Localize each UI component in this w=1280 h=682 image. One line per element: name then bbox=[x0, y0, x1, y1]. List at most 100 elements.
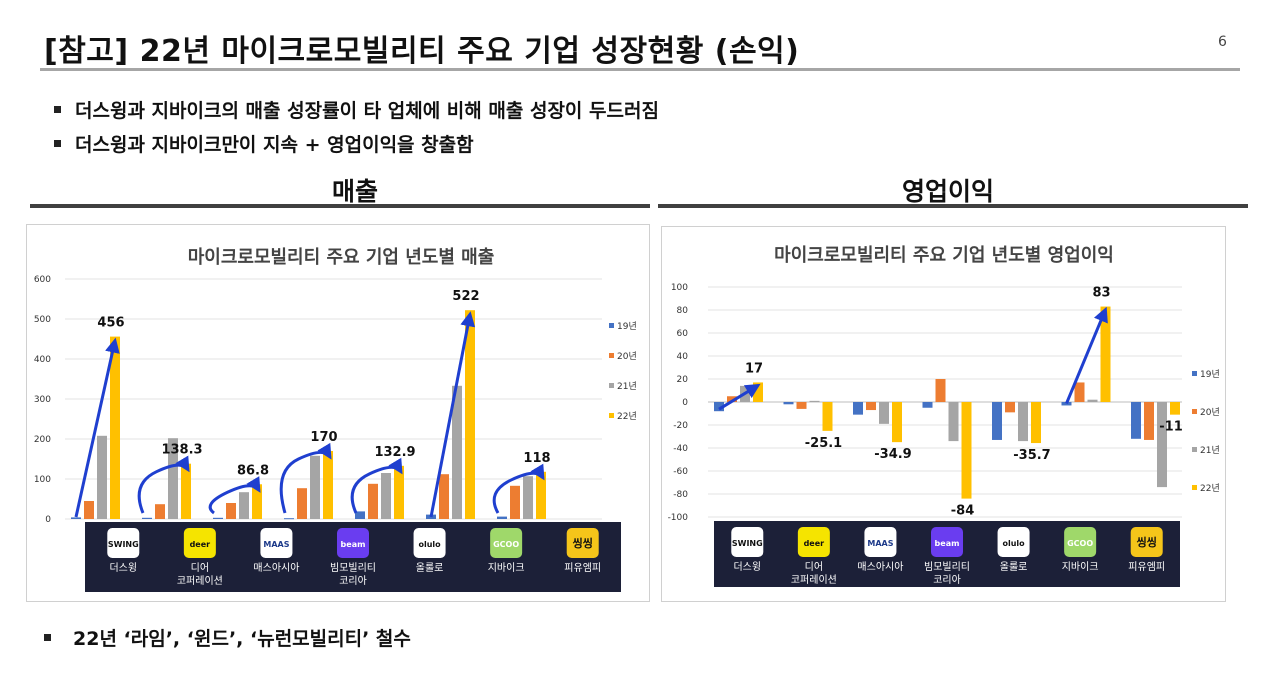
company-logo-group: GCOO 지바이크 bbox=[488, 528, 525, 574]
legend-swatch bbox=[1192, 409, 1197, 414]
legend-swatch bbox=[609, 353, 614, 358]
company-logo-group: SWING 더스윙 bbox=[731, 527, 764, 573]
company-logo-text: deer bbox=[804, 539, 825, 548]
bar-19년 bbox=[284, 518, 294, 520]
bar-20년 bbox=[727, 396, 737, 402]
legend-swatch bbox=[1192, 447, 1197, 452]
bar-21년 bbox=[1087, 399, 1098, 402]
company-logo-group: MAAS 매스아시아 bbox=[253, 528, 299, 574]
company-logo-text: MAAS bbox=[867, 539, 893, 548]
company-name: 더스윙 bbox=[733, 561, 761, 573]
y-tick-label: 100 bbox=[34, 475, 51, 485]
company-logo-icon bbox=[337, 528, 369, 558]
data-label: 132.9 bbox=[374, 445, 415, 460]
data-label: 456 bbox=[97, 316, 124, 331]
legend-label: 22년 bbox=[617, 411, 637, 422]
company-logo-group: olulo 올룰로 bbox=[997, 527, 1030, 573]
bar-20년 bbox=[1144, 402, 1154, 440]
bar-21년 bbox=[452, 385, 462, 519]
bar-22년 bbox=[822, 402, 833, 431]
data-label: -84 bbox=[951, 504, 975, 519]
company-logo-icon bbox=[566, 528, 599, 558]
y-tick-label: -80 bbox=[673, 490, 688, 500]
footer-bullet: 22년 ‘라임’, ‘윈드’, ‘뉴런모빌리티’ 철수 bbox=[44, 624, 411, 651]
data-label: -35.7 bbox=[1013, 448, 1050, 463]
company-logo-text: SWING bbox=[108, 540, 139, 549]
data-label: 522 bbox=[452, 289, 479, 304]
revenue-chart-panel: 마이크로모빌리티 주요 기업 년도별 매출 0 100 200 300 400 500 600… bbox=[26, 224, 650, 602]
legend-label: 19년 bbox=[617, 321, 637, 332]
company-name: 매스아시아 bbox=[253, 562, 299, 574]
bar-22년 bbox=[323, 451, 333, 519]
data-label: 86.8 bbox=[237, 463, 269, 478]
y-tick-label: 400 bbox=[34, 355, 51, 365]
bar-21년 bbox=[168, 438, 178, 519]
legend-label: 22년 bbox=[1200, 483, 1220, 494]
growth-arrow bbox=[279, 442, 332, 514]
bar-21년 bbox=[239, 492, 249, 519]
growth-arrow bbox=[74, 337, 120, 518]
company-logo-icon bbox=[490, 528, 523, 558]
bar-21년 bbox=[1157, 402, 1167, 488]
company-name: 지바이크 bbox=[1062, 561, 1099, 573]
bar-20년 bbox=[796, 402, 807, 409]
company-logo-group: olulo 올룰로 bbox=[413, 528, 446, 574]
legend-label: 21년 bbox=[1200, 445, 1220, 456]
legend-label: 20년 bbox=[617, 351, 637, 362]
company-logo-text: 씽씽 bbox=[573, 536, 593, 550]
bar-22년 bbox=[536, 471, 546, 519]
company-name: 지바이크 bbox=[488, 562, 525, 574]
bar-21년 bbox=[97, 435, 107, 519]
bar-19년 bbox=[922, 402, 933, 408]
company-name: 디어 bbox=[805, 561, 823, 573]
section-divider-right bbox=[658, 204, 1248, 208]
company-name: 코리아 bbox=[339, 575, 367, 587]
bar-22년 bbox=[961, 402, 972, 499]
y-tick-label: -100 bbox=[668, 513, 689, 523]
y-tick-label: -60 bbox=[673, 467, 688, 477]
bar-19년 bbox=[355, 511, 365, 519]
bar-21년 bbox=[879, 402, 889, 424]
y-tick-label: 20 bbox=[677, 375, 689, 385]
bar-19년 bbox=[992, 402, 1002, 440]
bar-22년 bbox=[252, 484, 262, 519]
company-logo-icon bbox=[1064, 527, 1097, 557]
company-logo-icon bbox=[107, 528, 140, 558]
bar-22년 bbox=[1100, 306, 1111, 402]
company-name: 더스윙 bbox=[109, 562, 137, 574]
bar-19년 bbox=[497, 516, 507, 519]
bar-22년 bbox=[110, 336, 120, 519]
company-name: 코퍼레이션 bbox=[177, 575, 223, 587]
legend-label: 19년 bbox=[1200, 369, 1220, 380]
y-tick-label: 40 bbox=[677, 352, 689, 362]
bar-22년 bbox=[394, 465, 404, 519]
company-name: 피유엠피 bbox=[564, 562, 601, 574]
company-logo-icon bbox=[1130, 527, 1163, 557]
bar-19년 bbox=[71, 517, 81, 519]
company-logo-group: GCOO 지바이크 bbox=[1062, 527, 1099, 573]
bar-19년 bbox=[714, 402, 724, 412]
bullet-icon bbox=[54, 105, 61, 113]
bar-19년 bbox=[1061, 402, 1072, 406]
company-logo-text: MAAS bbox=[263, 540, 289, 549]
bar-22년 bbox=[753, 382, 763, 402]
bar-20년 bbox=[935, 379, 946, 402]
data-label: -11 bbox=[1159, 420, 1183, 435]
bar-20년 bbox=[439, 474, 449, 519]
profit-chart: 마이크로모빌리티 주요 기업 년도별 영업이익 -100 -80 -60 -40 -20 0… bbox=[668, 245, 1220, 587]
bar-20년 bbox=[226, 503, 236, 519]
section-heading-profit: 영업이익 bbox=[901, 177, 994, 206]
bar-19년 bbox=[853, 402, 863, 415]
legend-swatch bbox=[609, 413, 614, 418]
bar-19년 bbox=[142, 517, 152, 519]
footer-text: 22년 ‘라임’, ‘윈드’, ‘뉴런모빌리티’ 철수 bbox=[73, 628, 411, 650]
data-label: 170 bbox=[310, 430, 337, 445]
growth-arrow bbox=[1065, 306, 1108, 405]
company-logo-icon bbox=[997, 527, 1030, 557]
bullet-item: 더스윙과 지바이크의 매출 성장률이 타 업체에 비해 매출 성장이 두드러짐 bbox=[54, 92, 659, 126]
bullet-text: 더스윙과 지바이크만이 지속 + 영업이익을 창출함 bbox=[75, 133, 474, 156]
